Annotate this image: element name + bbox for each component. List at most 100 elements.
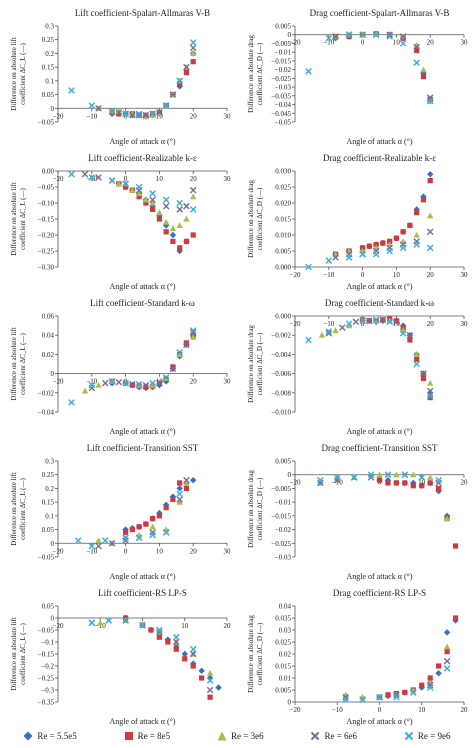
data-point	[413, 206, 420, 213]
data-point	[95, 381, 102, 388]
y-axis-label: Difference on absolute liftcoefficient Δ…	[10, 37, 27, 111]
y-axis-label-line-1: Difference on absolute drag	[247, 470, 255, 548]
data-point	[376, 477, 383, 483]
data-point	[81, 387, 89, 394]
x-tick-label: −20	[290, 271, 301, 279]
data-point	[366, 317, 373, 325]
y-tick-label: −0.015	[271, 512, 291, 520]
x-tick-label: −10	[86, 112, 97, 120]
data-point	[176, 206, 183, 213]
data-point	[136, 524, 142, 530]
data-point	[143, 200, 149, 206]
data-point	[149, 379, 156, 387]
data-point	[420, 74, 427, 80]
data-point	[183, 340, 190, 346]
data-point	[176, 496, 183, 503]
data-point	[386, 317, 393, 324]
x-tick-label: 0	[361, 39, 365, 47]
y-tick-label: −0.30	[38, 264, 55, 272]
legend-item-0: Re = 5.5e5	[23, 731, 77, 741]
y-tick-label: 0	[288, 699, 292, 707]
data-point	[156, 216, 162, 222]
y-axis-label-line-2: coefficient ΔC_D (—)	[256, 187, 264, 250]
data-point	[372, 250, 380, 258]
x-tick-label: 20	[427, 320, 435, 328]
chart-panel-3: Drag coefficient-Realizable k-ε 0.000 0.00…	[247, 153, 468, 291]
x-tick-label: −20	[290, 39, 301, 47]
data-point	[426, 244, 434, 252]
y-tick-label: −0.025	[271, 75, 291, 83]
x-axis-label: Angle of attack α (°)	[346, 282, 412, 291]
data-point	[122, 526, 129, 533]
data-point	[108, 177, 116, 184]
chart-panel-8: Lift coefficient-RS LP-S −0.35 −0.3 −0.25 −0…	[10, 588, 231, 726]
legend-label-0: Re = 5.5e5	[37, 731, 77, 741]
data-point	[88, 102, 96, 109]
data-point	[372, 316, 380, 324]
y-tick-label: 0.015	[275, 663, 291, 671]
data-point	[156, 629, 163, 636]
x-axis-label: Angle of attack α (°)	[109, 427, 175, 436]
data-point	[162, 374, 170, 381]
data-point	[149, 110, 156, 118]
data-point	[386, 33, 393, 40]
y-tick-label: −0.005	[271, 485, 291, 493]
legend-marker-diamond-icon	[23, 731, 33, 741]
data-point	[170, 364, 176, 370]
y-tick-label: 0	[51, 615, 55, 623]
data-point	[143, 521, 149, 527]
x-tick-label: 20	[461, 479, 469, 487]
y-tick-label: 0.03	[279, 627, 292, 635]
data-point	[150, 516, 156, 522]
data-point	[443, 657, 451, 665]
y-tick-label: 0.01	[279, 675, 292, 683]
data-point	[183, 341, 190, 349]
data-point	[413, 43, 420, 51]
y-axis-label-line-1: Difference on absolute drag	[247, 35, 255, 113]
x-tick-label: −20	[290, 320, 301, 328]
data-point	[325, 328, 333, 335]
data-point	[135, 534, 143, 542]
y-axis-label-line-1: Difference on absolute drag	[247, 325, 255, 403]
legend-marker-triangle-icon	[217, 731, 227, 741]
legend-label-1: Re = 8e5	[137, 731, 171, 741]
data-point	[123, 529, 129, 535]
data-point	[207, 694, 213, 700]
y-tick-label: 0.015	[275, 216, 291, 224]
data-point	[182, 656, 188, 662]
data-point	[189, 44, 197, 52]
data-point	[413, 241, 420, 248]
y-axis-label: Difference on absolute liftcoefficient Δ…	[10, 472, 27, 546]
y-tick-label: 0.000	[275, 313, 291, 321]
chart-panel-9: Drag coefficient-RS LP-S 0 0.005 0.01 0.015 0…	[247, 588, 468, 726]
y-tick-label: 0.00	[42, 168, 55, 176]
y-tick-label: 0.04	[279, 603, 292, 611]
y-axis-label: Difference on absolute liftcoefficient Δ…	[10, 182, 27, 256]
data-point	[162, 218, 170, 225]
x-axis-label: Angle of attack α (°)	[109, 717, 175, 726]
x-tick-label: 10	[393, 39, 401, 47]
data-point	[427, 212, 434, 219]
data-point	[426, 228, 434, 236]
data-point	[88, 174, 96, 181]
data-point	[95, 104, 102, 112]
data-point	[399, 244, 407, 252]
data-point	[414, 47, 420, 54]
data-point	[139, 621, 146, 629]
x-tick-label: 10	[393, 320, 401, 328]
y-tick-label: 0	[288, 471, 292, 479]
data-point	[427, 171, 434, 178]
data-point	[413, 231, 420, 238]
data-point	[68, 399, 75, 406]
y-tick-label: 0	[51, 540, 55, 548]
data-point	[206, 686, 214, 694]
data-point	[149, 381, 156, 388]
y-tick-label: −0.3	[41, 687, 54, 695]
legend-marker-cross-icon	[404, 731, 414, 741]
data-point	[173, 638, 180, 646]
x-tick-label: 20	[427, 271, 435, 279]
data-point	[420, 375, 427, 381]
y-tick-label: −0.045	[271, 110, 291, 118]
data-point	[183, 476, 190, 484]
y-tick-label: 0.15	[42, 499, 55, 507]
